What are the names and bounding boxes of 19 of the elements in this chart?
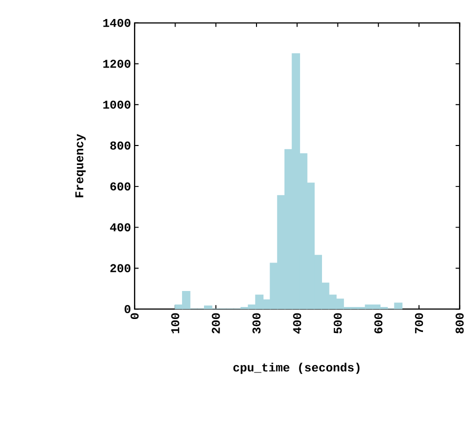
x-tick-label: 300 (252, 313, 261, 334)
x-tick-label: 200 (212, 313, 220, 334)
y-tick-label: 600 (110, 182, 130, 191)
y-tick-label: 800 (110, 142, 130, 150)
x-tick-label: 500 (334, 313, 342, 334)
y-tick-label: 1200 (103, 60, 130, 68)
x-axis-title: cpu_time (seconds) (233, 362, 360, 374)
y-tick-label: 1000 (103, 100, 130, 109)
y-tick-label: 1400 (103, 19, 130, 28)
x-tick-label: 600 (374, 313, 382, 334)
x-tick-label: 100 (171, 313, 180, 334)
y-axis-title: Frequency (75, 134, 86, 198)
y-tick-label: 0 (124, 305, 130, 314)
x-tick-label: 0 (130, 313, 139, 320)
x-tick-label: 400 (293, 313, 302, 334)
y-tick-label: 200 (110, 264, 130, 272)
y-tick-label: 400 (110, 223, 130, 232)
x-tick-label: 800 (456, 313, 464, 334)
x-tick-label: 700 (414, 313, 424, 334)
